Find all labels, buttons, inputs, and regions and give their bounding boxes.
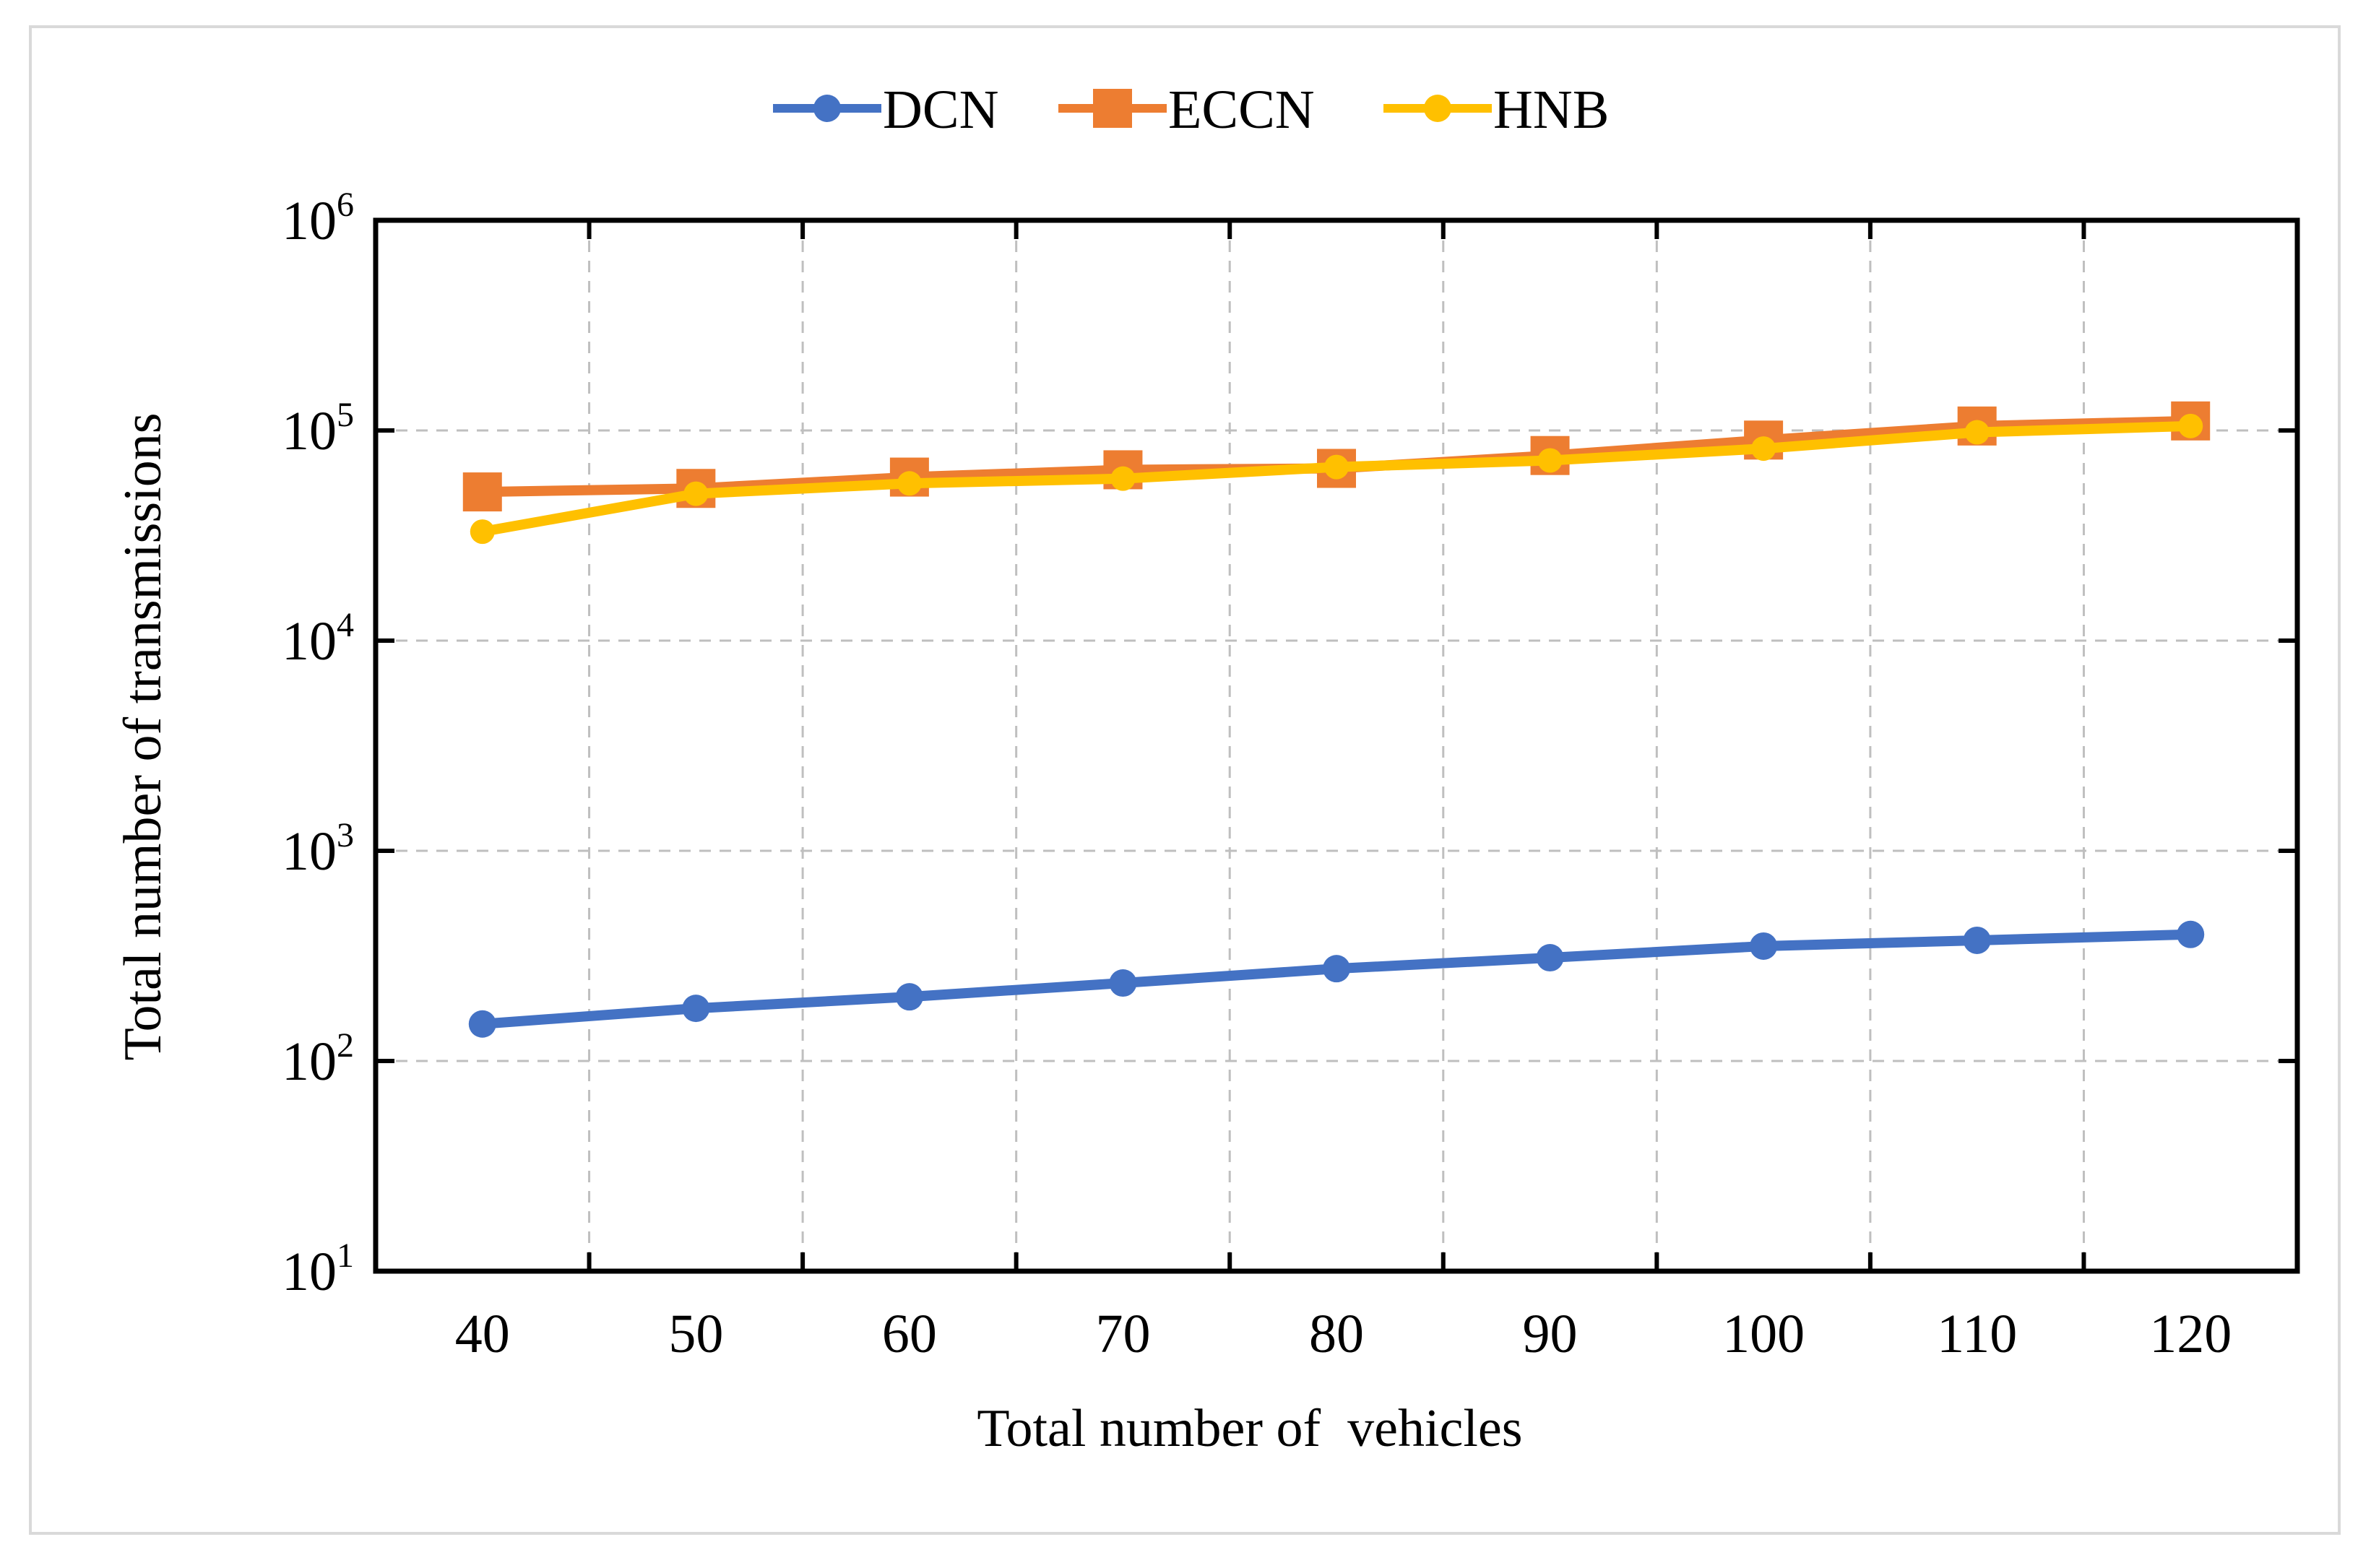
y-tick-label: 105 (282, 396, 354, 462)
legend-marker (813, 95, 841, 122)
data-point (1536, 944, 1564, 972)
legend-item-eccn: ECCN (1058, 79, 1315, 140)
data-point (2178, 413, 2203, 438)
data-point (682, 995, 710, 1023)
legend-label: ECCN (1168, 79, 1315, 140)
legend-label: DCN (883, 79, 998, 140)
y-tick-label: 103 (282, 816, 354, 882)
x-tick-label: 80 (1309, 1304, 1364, 1364)
data-point (470, 519, 495, 545)
data-point (1323, 955, 1350, 983)
series-layer (462, 401, 2211, 1038)
x-axis-label: Total number of vehicles (977, 1399, 1522, 1458)
data-point (468, 1010, 496, 1038)
chart-frame (29, 25, 2341, 1535)
legend-marker (1424, 95, 1451, 122)
axis-ticks: 101 102 103 104 105 106 40 50 60 70 80 90 100 110 120 (282, 186, 2297, 1364)
data-point (895, 983, 923, 1011)
y-axis-label: Total number of transmissions (113, 412, 173, 1060)
data-point (1537, 448, 1563, 473)
data-point (683, 481, 709, 506)
legend-item-hnb: HNB (1383, 79, 1609, 140)
legend: DCN ECCN HNB (773, 79, 1609, 140)
data-point (897, 471, 922, 496)
data-point (1109, 969, 1137, 997)
x-tick-label: 70 (1095, 1304, 1150, 1364)
legend-item-dcn: DCN (773, 79, 998, 140)
x-tick-label: 100 (1722, 1304, 1805, 1364)
x-tick-label: 90 (1523, 1304, 1578, 1364)
y-tick-label: 102 (282, 1026, 354, 1092)
data-point (1324, 454, 1349, 480)
x-tick-label: 110 (1937, 1304, 2017, 1364)
x-tick-label: 120 (2149, 1304, 2232, 1364)
y-tick-label: 104 (282, 606, 354, 672)
data-point (2177, 920, 2205, 948)
legend-label: HNB (1493, 79, 1609, 140)
data-point (1751, 436, 1776, 462)
series-hnb (470, 413, 2203, 545)
x-tick-label: 50 (668, 1304, 723, 1364)
data-point (1964, 420, 1990, 445)
data-point (462, 472, 502, 512)
data-point (1110, 466, 1136, 491)
x-tick-label: 40 (455, 1304, 510, 1364)
plot-area-border (373, 217, 2300, 1274)
series-dcn (468, 920, 2205, 1038)
x-tick-label: 60 (882, 1304, 937, 1364)
y-tick-label: 106 (282, 186, 354, 251)
data-point (1963, 926, 1991, 954)
grid-lines (376, 220, 2297, 1271)
y-tick-label: 101 (282, 1236, 354, 1302)
series-eccn (462, 401, 2211, 512)
legend-marker (1093, 89, 1132, 128)
data-point (1750, 932, 1778, 960)
